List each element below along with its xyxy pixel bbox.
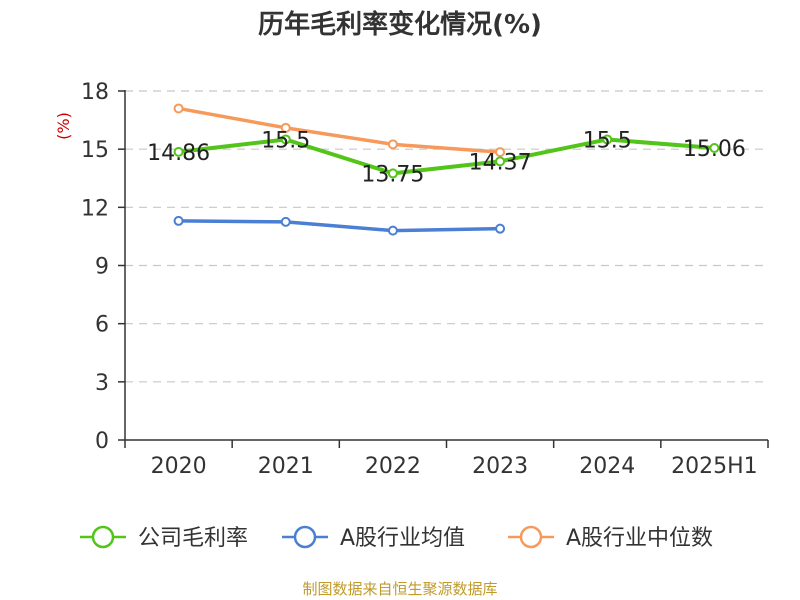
axes: 0 3 6 9 12 15 18 2020 2021 2022 2023 2024 2025H1 [81,80,769,479]
legend-item[interactable]: A股行业均值 [282,525,465,551]
y-tick-label: 6 [95,313,109,338]
legend-marker [91,525,115,549]
y-tick-label: 9 [95,255,109,280]
data-point [387,139,398,150]
data-point [495,147,506,158]
y-tick-label: 18 [81,80,109,105]
data-point [173,103,184,114]
legend-item[interactable]: 公司毛利率 [80,525,248,551]
data-label: 14.86 [147,141,210,166]
data-point [280,216,291,227]
series-layer [173,103,720,236]
legend-marker [519,525,543,549]
data-label: 14.37 [469,150,532,175]
x-tick-label: 2020 [151,454,207,479]
data-label: 15.5 [261,128,310,153]
data-labels: 14.86 15.5 13.75 14.37 15.5 15.06 [147,128,746,187]
data-point [495,223,506,234]
legend-marker [293,525,317,549]
series-line [178,106,501,154]
legend-item[interactable]: A股行业中位数 [508,525,713,551]
y-tick-label: 3 [95,371,109,396]
x-tick-label: 2023 [472,454,528,479]
data-point [280,122,291,133]
y-tick-label: 15 [81,138,109,163]
legend-label: 公司毛利率 [138,526,248,551]
source-note: 制图数据来自恒生聚源数据库 [302,580,497,598]
data-point [602,134,613,145]
legend-label: A股行业中位数 [566,526,713,551]
y-axis-label: (%) [54,112,73,140]
series-line [178,137,715,176]
data-point [495,156,506,167]
y-tick-label: 12 [81,196,109,221]
legend-label: A股行业均值 [340,526,465,551]
chart-title: 历年毛利率变化情况(%) [258,9,542,40]
y-tick-label: 0 [95,429,109,454]
legend[interactable]: 公司毛利率 A股行业均值 A股行业中位数 [80,525,713,551]
data-point [709,143,720,154]
data-point [387,225,398,236]
grid-lines [125,90,768,383]
data-point [173,146,184,157]
data-point [387,168,398,179]
series-line [178,219,501,233]
x-tick-label: 2021 [258,454,314,479]
data-label: 15.06 [683,137,746,162]
data-point [280,134,291,145]
x-tick-label: 2024 [579,454,635,479]
x-tick-label: 2022 [365,454,421,479]
data-label: 15.5 [583,128,632,153]
data-point [173,215,184,226]
data-label: 13.75 [361,162,424,187]
x-tick-label: 2025H1 [671,454,758,479]
